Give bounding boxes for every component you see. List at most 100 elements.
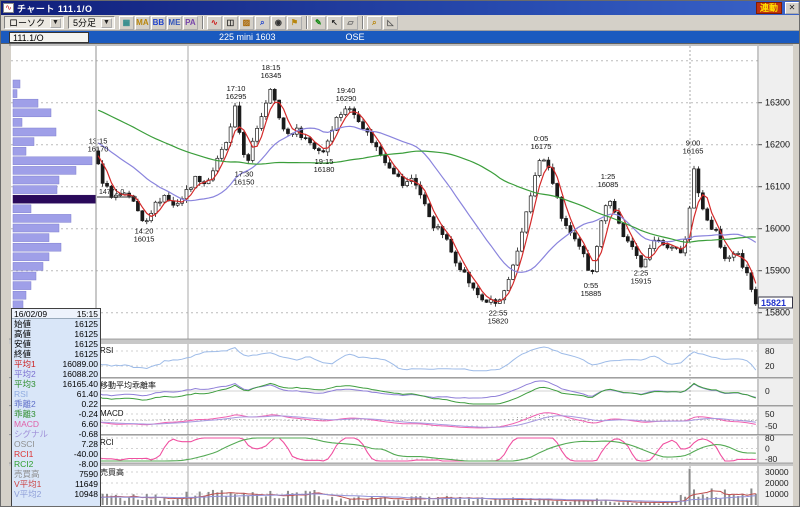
volume-profile-bar <box>12 223 60 233</box>
indicator-panel-label: 売買高 <box>100 467 124 477</box>
flag-icon[interactable]: ⚑ <box>286 15 302 30</box>
candle-annotation: 14:20 <box>135 226 154 235</box>
volume-profile-bar <box>12 127 57 137</box>
volume-profile-bar <box>12 242 62 252</box>
indicator-axis-label: 50 <box>765 409 775 419</box>
indicator-axis-label: 30000 <box>765 467 789 477</box>
indicator-axis-label: -50 <box>765 421 778 431</box>
price-axis-label: 16100 <box>765 182 790 192</box>
indicator-panel-label: 移動平均乖離率 <box>100 380 156 390</box>
indicator-pa-icon[interactable]: PA <box>182 15 198 30</box>
volume-profile-bar <box>12 156 93 166</box>
candle-annotation: 16180 <box>314 165 335 174</box>
app-icon: ∿ <box>3 3 14 13</box>
info-row: 始値 16125 <box>14 319 98 329</box>
candle-annotation: 1:25 <box>601 172 616 181</box>
chevron-down-icon: ▼ <box>100 17 112 28</box>
eraser-icon[interactable]: ▱ <box>342 15 358 30</box>
close-button[interactable]: ✕ <box>785 2 799 14</box>
candle-annotation: 19:40 <box>337 86 356 95</box>
volume-profile-bar <box>12 118 23 127</box>
indicator-axis-label: 80 <box>765 346 775 356</box>
indicator-axis-label: 10000 <box>765 489 789 499</box>
price-axis-label: 15900 <box>765 266 790 276</box>
toolbar-separator <box>305 16 308 29</box>
info-header-row: 16/02/09 15:15 <box>12 309 100 319</box>
indicator-bb-icon[interactable]: BB <box>150 15 166 30</box>
link-toggle-button[interactable]: 連動 <box>755 2 782 14</box>
info-row: 乖離2 0.22 <box>14 399 98 409</box>
info-row: MACD 6.60 <box>14 419 98 429</box>
position-marker-label: 14771.0 <box>99 189 124 196</box>
instrument-exchange: OSE <box>345 32 365 42</box>
window-title: チャート 111.1/O <box>17 3 93 14</box>
candle-annotation: 2:25 <box>634 268 649 277</box>
indicator-panel-label: MACD <box>100 409 124 418</box>
candle-annotation: 0:55 <box>584 281 599 290</box>
toolbar-separator <box>201 16 204 29</box>
cursor-icon[interactable]: ↖ <box>326 15 342 30</box>
candle-annotation: 16165 <box>683 146 704 155</box>
candle-annotation: 15885 <box>581 289 602 298</box>
info-date: 16/02/09 <box>14 309 48 318</box>
candle-annotation: 22:55 <box>489 308 508 317</box>
volume-profile-bar <box>12 185 58 194</box>
info-row: 平均3 16165.40 <box>14 379 98 389</box>
candle-annotation: 16150 <box>234 178 255 187</box>
indicator-axis-label: 0 <box>765 386 770 396</box>
candle-annotation: 18:15 <box>262 63 281 72</box>
measure-icon[interactable]: ◺ <box>382 15 398 30</box>
candle-annotation: 16085 <box>598 180 619 189</box>
candle-chart-icon[interactable]: ◫ <box>222 15 238 30</box>
timeframe-select[interactable]: 5分足 ▼ <box>67 16 115 29</box>
chevron-down-icon: ▼ <box>50 17 61 28</box>
candle-annotation: 9:00 <box>686 138 701 147</box>
volume-profile-bar <box>12 108 52 118</box>
price-axis-label: 16000 <box>765 224 790 234</box>
volume-profile-bar <box>12 79 21 89</box>
zoom-icon[interactable]: ⌕ <box>254 15 270 30</box>
indicator-me-icon[interactable]: ME <box>166 15 182 30</box>
candle-annotation: 17:10 <box>227 84 246 93</box>
volume-profile-bar <box>12 233 50 242</box>
toolbar-separator <box>361 16 364 29</box>
price-axis-label: 16300 <box>765 98 790 108</box>
volume-profile-bar <box>12 98 39 108</box>
info-row: V平均2 10948 <box>14 489 98 499</box>
candle-annotation: 16290 <box>336 94 357 103</box>
key-icon[interactable]: ⌕ <box>366 15 382 30</box>
volume-profile-bar <box>12 89 18 98</box>
indicator-panel-label: RCI <box>100 438 114 447</box>
volume-profile-bar <box>12 214 72 223</box>
chart-type-select[interactable]: ローソク ▼ <box>4 16 64 29</box>
line-chart-icon[interactable]: ∿ <box>206 15 222 30</box>
volume-profile-bar <box>12 262 44 271</box>
volume-profile-bar <box>12 204 32 214</box>
draw-pencil-icon[interactable]: ✎ <box>310 15 326 30</box>
candle-annotation: 13:15 <box>89 136 108 145</box>
instrument-tab[interactable]: 111.1/O <box>9 31 89 43</box>
indicator-ma-icon[interactable]: MA <box>134 15 150 30</box>
candle-annotation: 17:30 <box>235 170 254 179</box>
info-row: 安値 16125 <box>14 339 98 349</box>
candle-annotation: 16015 <box>134 234 155 243</box>
candle-annotation: 0:05 <box>534 134 549 143</box>
info-time: 15:15 <box>76 309 98 319</box>
instrument-name: 225 mini 1603 <box>219 32 276 42</box>
stamp-icon[interactable]: ◉ <box>270 15 286 30</box>
volume-profile-bar <box>12 252 50 262</box>
indicator-axis-label: 0 <box>765 444 770 454</box>
info-row: RSI 61.40 <box>14 389 98 399</box>
info-row: 平均2 16088.20 <box>14 369 98 379</box>
compare-chart-icon[interactable]: ▨ <box>238 15 254 30</box>
indicator-axis-label: 20000 <box>765 478 789 488</box>
chart-layout-icon[interactable]: ▦ <box>118 15 134 30</box>
price-axis-label: 16200 <box>765 140 790 150</box>
candle-annotation: 19:15 <box>315 157 334 166</box>
candle-annotation: 16170 <box>88 144 109 153</box>
candle-annotation: 16295 <box>226 92 247 101</box>
chart-toolbar: ローソク ▼ 5分足 ▼ ▦ MA BB ME PA ∿ ◫ ▨ ⌕ ◉ ⚑ ✎ ↖ ▱ ⌕ ◺ <box>1 15 799 31</box>
volume-profile-bar <box>12 166 77 175</box>
